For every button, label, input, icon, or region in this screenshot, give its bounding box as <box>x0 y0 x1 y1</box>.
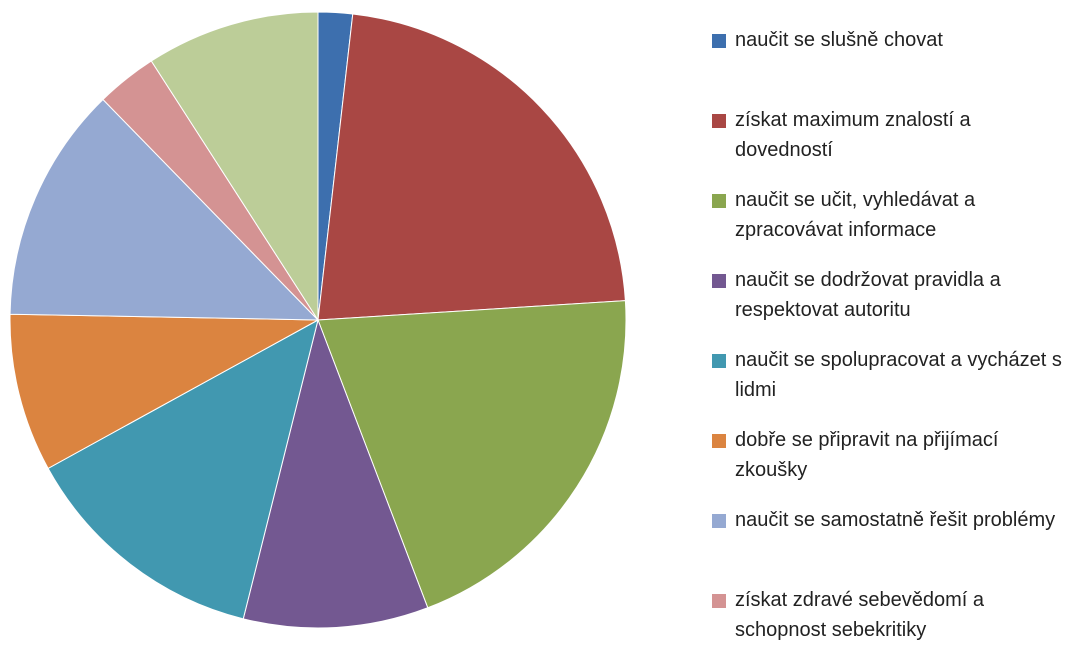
legend-swatch <box>712 274 726 288</box>
legend-swatch <box>712 434 726 448</box>
pie-slice <box>9 313 320 470</box>
legend-swatch <box>712 514 726 528</box>
legend-swatch <box>712 34 726 48</box>
pie-slice <box>317 300 627 609</box>
legend-item: dobře se připravit na přijímací zkoušky <box>712 425 1062 485</box>
pie-area <box>9 11 627 629</box>
pie-slice <box>317 13 626 321</box>
pie-slice <box>150 11 319 322</box>
legend-label: získat maximum znalostí a dovedností <box>735 109 971 161</box>
legend-label: naučit se spolupracovat a vycházet s lid… <box>735 349 1062 401</box>
legend-item: naučit se slušně chovat <box>712 25 1062 55</box>
legend-item: naučit se spolupracovat a vycházet s lid… <box>712 345 1062 405</box>
pie-slice <box>9 98 320 321</box>
legend-swatch <box>712 194 726 208</box>
legend-swatch <box>712 114 726 128</box>
legend-item: naučit se dodržovat pravidla a respektov… <box>712 265 1062 325</box>
legend-item: získat maximum znalostí a dovedností <box>712 105 1062 165</box>
legend-swatch <box>712 594 726 608</box>
legend-label: dobře se připravit na přijímací zkoušky <box>735 429 999 481</box>
legend-label: naučit se učit, vyhledávat a zpracovávat… <box>735 189 976 241</box>
legend-swatch <box>712 354 726 368</box>
legend-label: naučit se dodržovat pravidla a respektov… <box>735 269 1001 321</box>
legend-item: naučit se učit, vyhledávat a zpracovávat… <box>712 185 1062 245</box>
legend-label: naučit se samostatně řešit problémy <box>735 509 1056 531</box>
legend-label: naučit se slušně chovat <box>735 29 943 51</box>
pie-slice <box>242 318 429 629</box>
legend-label: získat zdravé sebevědomí a schopnost seb… <box>735 589 985 641</box>
legend-item: získat zdravé sebevědomí a schopnost seb… <box>712 585 1062 645</box>
legend-item: naučit se samostatně řešit problémy <box>712 505 1062 535</box>
pie-slice <box>47 319 319 620</box>
